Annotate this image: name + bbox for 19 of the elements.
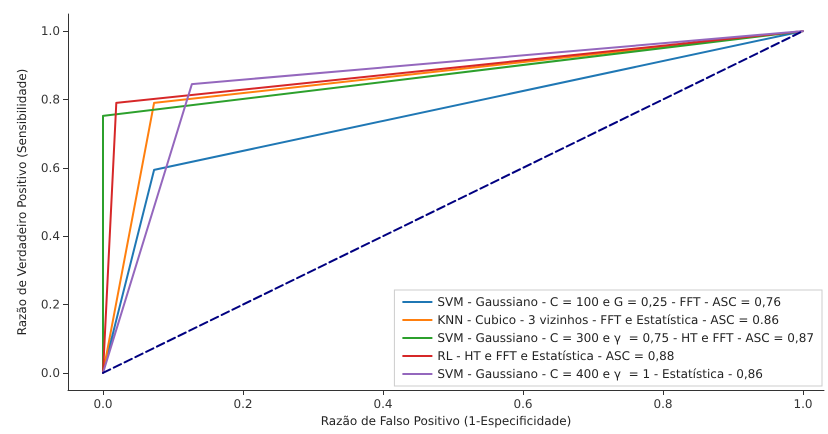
legend-label: SVM - Gaussiano - C = 100 e G = 0,25 - FFT - ASC = 0,76 [437, 295, 782, 309]
x-tick-label: 0.0 [93, 397, 113, 411]
legend-label: SVM - Gaussiano - C = 300 e γ = 0,75 - HT e FFT - ASC = 0,87 [437, 331, 814, 345]
y-tick-label: 0.0 [40, 366, 60, 380]
x-tick-label: 1.0 [793, 397, 813, 411]
x-axis-title: Razão de Falso Positivo (1-Especificidade) [320, 414, 572, 428]
x-tick-label: 0.4 [373, 397, 393, 411]
y-tick-label: 0.8 [40, 92, 60, 106]
x-tick-label: 0.6 [513, 397, 533, 411]
y-axis-title: Razão de Verdadeiro Positivo (Sensibilidade) [15, 68, 29, 336]
y-tick-label: 1.0 [40, 24, 60, 38]
x-tick-label: 0.8 [653, 397, 673, 411]
x-tick-label: 0.2 [233, 397, 253, 411]
legend-label: RL - HT e FFT e Estatística - ASC = 0,88 [437, 349, 674, 363]
legend-label: KNN - Cubico - 3 vizinhos - FFT e Estatística - ASC = 0.86 [437, 313, 779, 327]
y-tick-label: 0.4 [40, 229, 60, 244]
y-tick-label: 0.6 [40, 160, 60, 175]
legend-label: SVM - Gaussiano - C = 400 e γ = 1 - Estatística - 0,86 [437, 367, 763, 381]
y-tick-label: 0.2 [40, 298, 60, 312]
